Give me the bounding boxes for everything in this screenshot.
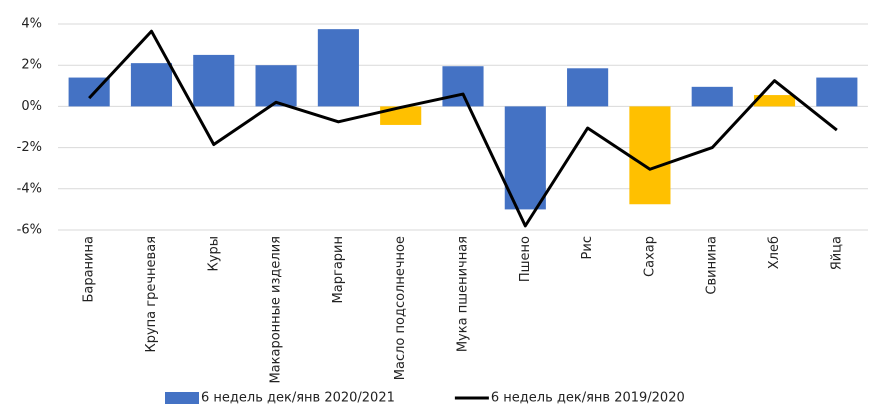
x-tick-label: Маргарин xyxy=(331,236,346,303)
x-tick-label: Хлеб xyxy=(767,236,782,269)
bar xyxy=(317,29,359,107)
legend-label: 6 недель дек/янв 2019/2020 xyxy=(491,391,685,406)
legend-swatch xyxy=(165,392,199,404)
y-tick-label: 0% xyxy=(21,99,42,114)
bar xyxy=(504,106,546,210)
x-tick-label: Масло подсолнечное xyxy=(393,236,408,380)
y-tick-label: 4% xyxy=(21,17,42,32)
line xyxy=(88,29,838,228)
x-tick-label: Свинина xyxy=(705,236,720,295)
bar xyxy=(691,86,733,107)
x-tick-label: Пшено xyxy=(518,236,533,282)
y-tick-label: -6% xyxy=(17,223,42,238)
bar xyxy=(816,77,858,107)
x-tick-label: Макаронные изделия xyxy=(269,236,284,384)
bar xyxy=(567,68,609,107)
bar xyxy=(193,54,235,107)
y-tick-label: 2% xyxy=(21,58,42,73)
bar xyxy=(130,63,173,107)
x-tick-label: Сахар xyxy=(642,236,657,277)
y-tick-label: -2% xyxy=(17,140,42,155)
x-tick-label: Куры xyxy=(206,236,221,271)
x-tick-label: Рис xyxy=(580,236,595,259)
x-tick-label: Крупа гречневая xyxy=(144,236,159,352)
legend-label: 6 недель дек/янв 2020/2021 xyxy=(201,391,395,406)
bar xyxy=(255,65,297,107)
bar xyxy=(753,95,796,107)
bar xyxy=(380,106,422,125)
x-tick-label: Мука пшеничная xyxy=(456,236,471,352)
x-tick-label: Баранина xyxy=(82,236,97,303)
y-tick-label: -4% xyxy=(17,181,42,196)
bar xyxy=(442,66,484,107)
x-tick-label: Яйца xyxy=(829,236,844,270)
bar xyxy=(629,106,671,205)
